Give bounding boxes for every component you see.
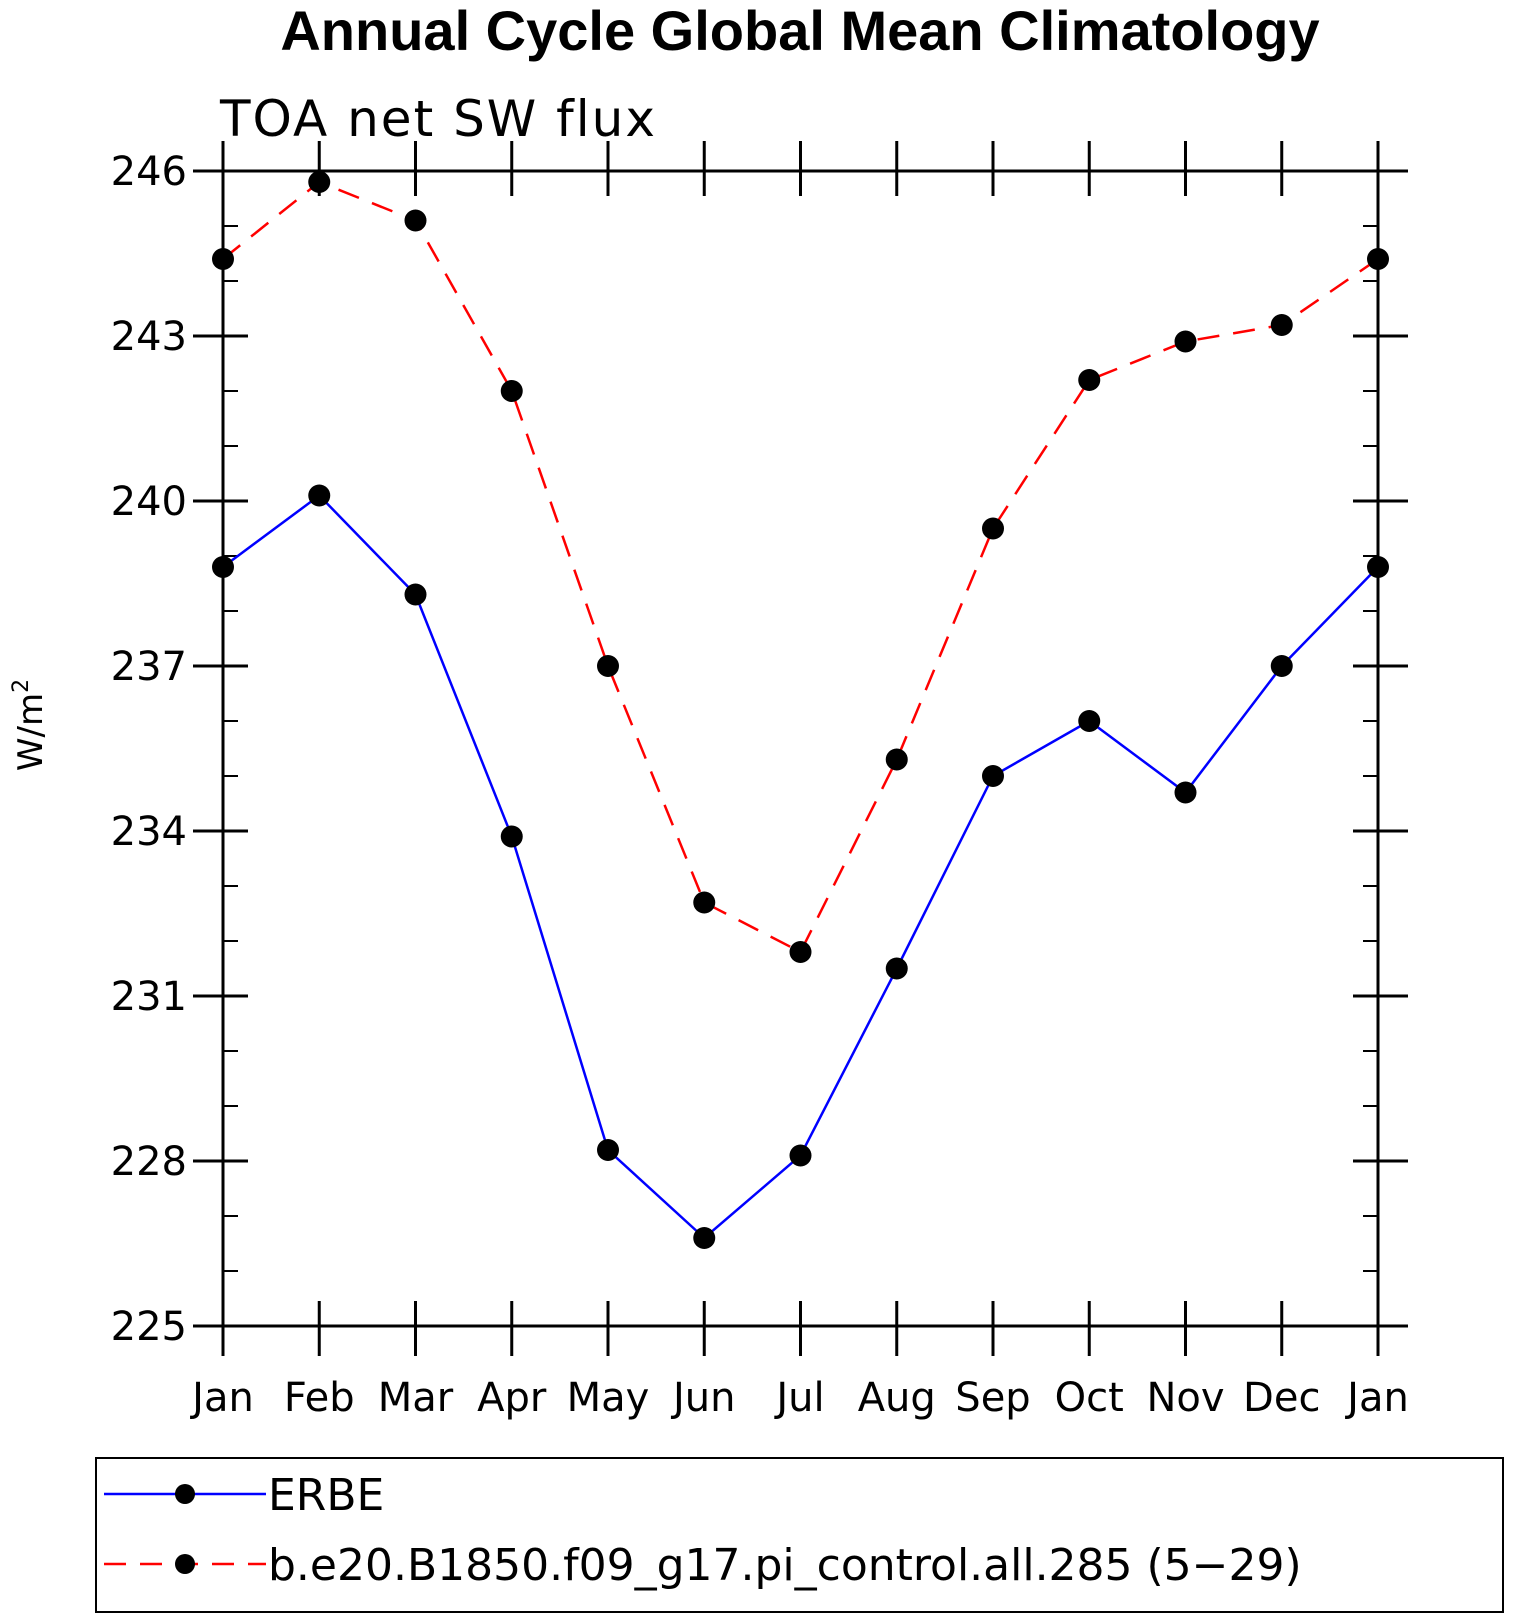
series-1-point — [885, 748, 908, 771]
series-1-point — [1078, 369, 1101, 391]
series-1-point — [789, 941, 812, 963]
x-tick-label: May — [567, 1375, 650, 1421]
series-line-1 — [222, 180, 1379, 954]
series-0-point — [1367, 556, 1389, 578]
series-line-0 — [222, 493, 1379, 1240]
series-0-point — [885, 957, 908, 980]
series-layer — [212, 171, 1389, 1249]
y-tick-label: 237 — [111, 644, 187, 690]
series-0-point — [212, 556, 234, 578]
series-0-point — [1174, 781, 1197, 804]
y-tick-label: 225 — [111, 1304, 187, 1350]
series-0-point — [404, 583, 427, 606]
x-tick-label: Jun — [670, 1375, 736, 1421]
series-0-point — [1078, 710, 1101, 732]
y-tick-label: 240 — [111, 479, 187, 525]
y-axis-label: W/m2 — [9, 679, 51, 771]
x-tick-labels: Jan Feb Mar Apr May Jun Jul Aug Sep Oct Nov Dec Jan — [189, 1375, 1409, 1421]
legend-box — [95, 1457, 1504, 1613]
x-tick-label: Jan — [1344, 1375, 1409, 1421]
series-0-point — [597, 1139, 619, 1161]
series-1-point — [1174, 330, 1197, 353]
axis-ticks — [193, 141, 1408, 1356]
y-tick-labels: 225 228 231 234 237 240 243 246 — [111, 149, 187, 1350]
series-1-point — [693, 891, 716, 914]
legend-marker-erbe — [175, 1484, 195, 1504]
y-tick-label: 228 — [111, 1139, 187, 1185]
x-tick-label: Oct — [1055, 1375, 1124, 1421]
x-tick-label: Nov — [1146, 1375, 1224, 1421]
chart-subtitle: TOA net SW flux — [219, 90, 657, 148]
y-tick-label: 234 — [111, 809, 187, 855]
y-tick-label: 231 — [111, 974, 187, 1020]
y-axis-label-text: W/m — [11, 693, 51, 771]
series-0-point — [1270, 655, 1293, 677]
x-tick-label: Aug — [858, 1375, 936, 1421]
series-1-point — [212, 248, 234, 270]
series-1-point — [500, 380, 523, 402]
x-tick-label: Mar — [378, 1375, 454, 1421]
y-tick-label: 243 — [111, 314, 187, 360]
x-tick-label: Sep — [955, 1375, 1030, 1421]
x-tick-label: Apr — [477, 1375, 547, 1421]
y-axis-label-superscript: 2 — [9, 679, 34, 693]
series-0-point — [693, 1227, 716, 1249]
series-1-point — [982, 517, 1004, 540]
series-1-point — [404, 209, 427, 232]
chart-title: Annual Cycle Global Mean Climatology — [280, 0, 1319, 62]
x-tick-label: Jan — [189, 1375, 254, 1421]
svg-text:W/m2: W/m2 — [9, 679, 51, 771]
series-0-point — [500, 825, 523, 848]
series-0-point — [308, 484, 331, 507]
series-1-point — [1270, 314, 1293, 336]
legend-marker-model — [175, 1554, 195, 1574]
y-tick-label: 246 — [111, 149, 187, 195]
legend-label-erbe: ERBE — [268, 1470, 384, 1521]
x-tick-label: Feb — [284, 1375, 355, 1421]
series-1-point — [1367, 248, 1389, 270]
legend-label-model: b.e20.B1850.f09_g17.pi_control.all.285 (… — [268, 1540, 1302, 1591]
x-tick-label: Dec — [1243, 1375, 1320, 1421]
series-0-point — [982, 765, 1004, 787]
series-0-point — [789, 1144, 812, 1167]
series-1-point — [597, 655, 619, 677]
series-1-point — [308, 171, 331, 193]
legend: ERBE b.e20.B1850.f09_g17.pi_control.all.… — [95, 1457, 1504, 1613]
x-tick-label: Jul — [773, 1375, 824, 1421]
